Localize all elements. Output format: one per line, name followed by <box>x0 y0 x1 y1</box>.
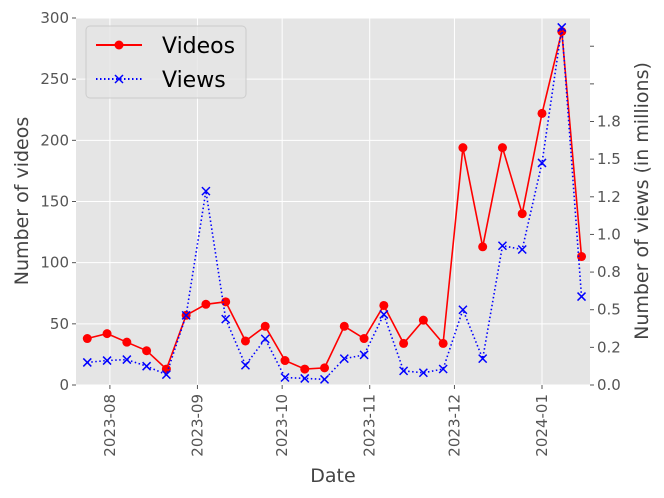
x-tick-label: 2023-11 <box>361 394 379 457</box>
data-point-views <box>359 350 369 360</box>
x-tick-label: 2024-01 <box>533 394 551 457</box>
data-point-views <box>161 370 171 380</box>
legend-views-marker <box>114 74 124 84</box>
series-line-views <box>87 27 583 381</box>
x-tick-label: 2023-12 <box>445 394 463 457</box>
y-tick-label: 300 <box>40 9 69 27</box>
data-point-views <box>240 360 250 370</box>
data-point-videos <box>142 346 152 356</box>
data-point-videos <box>577 252 587 262</box>
data-point-views <box>221 314 231 324</box>
y-tick-label: 150 <box>40 193 69 211</box>
data-point-videos <box>240 336 250 346</box>
data-point-views <box>517 244 527 255</box>
y2-tick-label: 0.2 <box>597 338 621 356</box>
data-point-videos <box>379 300 389 310</box>
data-point-videos <box>359 334 369 344</box>
data-point-videos <box>260 321 270 331</box>
data-point-views <box>557 22 567 32</box>
y2-tick-label: 1.8 <box>597 113 621 131</box>
data-point-videos <box>497 143 507 153</box>
axis-ticks: 0 50 100 150 200 250 300 2023-08 2023-09 2023-10 2… <box>40 9 621 457</box>
y2-tick-label: 1.0 <box>597 225 621 243</box>
y2-axis-label: Number of views (in millions) <box>631 62 653 340</box>
data-point-videos <box>517 209 527 219</box>
data-point-views <box>438 364 448 374</box>
legend-views-label: Views <box>162 68 226 93</box>
legend: Videos Views <box>85 25 247 99</box>
data-point-videos <box>339 321 349 331</box>
y-tick-label: 0 <box>59 376 69 394</box>
data-point-views <box>280 372 290 383</box>
data-point-views <box>142 361 152 371</box>
y-tick-label: 250 <box>40 70 69 88</box>
data-point-views <box>458 305 468 315</box>
legend-videos-marker <box>114 40 124 50</box>
data-point-videos <box>478 242 488 252</box>
data-point-videos <box>122 337 132 347</box>
y2-tick-label: 1.2 <box>597 188 621 206</box>
data-point-videos <box>438 338 448 348</box>
data-point-videos <box>280 356 290 366</box>
y2-tick-label: 0.8 <box>597 263 621 281</box>
data-point-views <box>181 310 191 320</box>
data-point-views <box>260 334 270 344</box>
data-point-videos <box>201 299 211 309</box>
data-point-videos <box>102 329 112 339</box>
y-tick-label: 50 <box>50 315 69 333</box>
data-point-videos <box>300 364 310 374</box>
x-tick-label: 2023-09 <box>188 394 206 457</box>
data-point-views <box>339 354 349 364</box>
data-point-views <box>537 158 547 168</box>
series-layer <box>82 22 587 384</box>
y2-tick-label: 1.5 <box>597 150 621 168</box>
legend-videos-label: Videos <box>162 34 235 59</box>
data-point-views <box>122 355 132 365</box>
y2-tick-label: 0.0 <box>597 376 621 394</box>
x-axis-label: Date <box>310 465 355 487</box>
data-point-videos <box>418 315 428 325</box>
x-tick-label: 2023-10 <box>273 394 291 457</box>
data-point-views <box>418 368 428 378</box>
data-point-views <box>300 373 310 383</box>
data-point-views <box>478 354 488 364</box>
y-tick-label: 100 <box>40 254 69 272</box>
data-point-videos <box>221 297 231 307</box>
data-point-videos <box>320 363 330 373</box>
data-point-views <box>319 374 330 384</box>
data-point-views <box>497 241 507 251</box>
data-point-videos <box>82 334 92 344</box>
y-axis-label: Number of videos <box>11 117 33 286</box>
series-line-videos <box>87 31 583 371</box>
y2-tick-label: 0.5 <box>597 301 621 319</box>
data-point-views <box>102 356 112 366</box>
data-point-videos <box>399 338 409 348</box>
data-point-views <box>399 366 409 376</box>
data-point-videos <box>537 108 547 118</box>
y-tick-label: 200 <box>40 131 69 149</box>
data-point-views <box>82 357 92 367</box>
data-point-videos <box>458 143 468 153</box>
data-point-views <box>576 292 587 302</box>
data-point-views <box>201 186 211 196</box>
data-point-views <box>379 309 389 319</box>
x-tick-label: 2023-08 <box>101 394 119 457</box>
